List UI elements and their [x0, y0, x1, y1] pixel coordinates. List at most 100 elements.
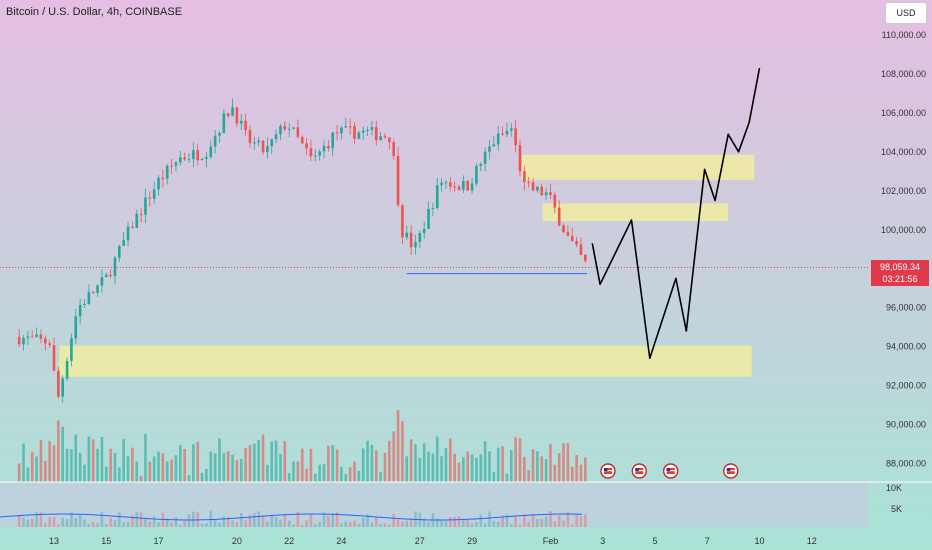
- candle-body-102: [462, 181, 465, 190]
- indicator-bar-99: [449, 517, 452, 527]
- volume-bar-89: [405, 456, 409, 482]
- indicator-bar-85: [388, 524, 391, 527]
- candle-body-111: [501, 133, 504, 135]
- volume-bar-8: [52, 445, 56, 482]
- y-tick-label-2: 92,000.00: [886, 381, 926, 391]
- candle-body-37: [178, 157, 182, 163]
- volume-bar-98: [444, 448, 448, 482]
- x-tick-label-2: 17: [154, 536, 164, 546]
- candle-body-69: [318, 151, 321, 156]
- candle-body-84: [383, 136, 387, 138]
- volume-bar-49: [231, 454, 234, 482]
- indicator-bar-38: [183, 520, 186, 527]
- volume-bar-78: [357, 470, 361, 482]
- volume-bar-3: [30, 451, 34, 482]
- candle-body-124: [557, 207, 561, 226]
- indicator-bar-76: [348, 522, 352, 527]
- candle-body-104: [470, 183, 474, 191]
- zone-2: [59, 345, 752, 377]
- volume-bar-1: [22, 443, 25, 482]
- candle-body-105: [475, 165, 478, 184]
- volume-bar-81: [370, 444, 374, 482]
- candle-body-10: [61, 378, 65, 397]
- candle-body-42: [200, 158, 204, 161]
- volume-bar-32: [157, 451, 160, 482]
- volume-bar-12: [70, 449, 73, 482]
- volume-bar-99: [449, 438, 452, 482]
- volume-bar-123: [553, 464, 557, 482]
- indicator-bar-125: [562, 520, 565, 527]
- indicator-bar-82: [374, 517, 378, 527]
- volume-bar-47: [222, 452, 226, 482]
- indicator-bar-115: [518, 524, 522, 527]
- candle-body-33: [161, 177, 165, 179]
- candle-body-12: [70, 338, 73, 361]
- volume-bar-80: [366, 440, 369, 482]
- candle-body-86: [392, 142, 395, 156]
- volume-bar-74: [340, 466, 343, 482]
- indicator-bar-13: [74, 517, 78, 527]
- volume-bar-95: [431, 453, 435, 482]
- zone-0: [521, 154, 755, 181]
- volume-bar-67: [309, 448, 313, 482]
- indicator-bar-89: [405, 520, 409, 527]
- volume-tick-label-1: 5K: [891, 504, 902, 514]
- candle-body-73: [335, 132, 339, 134]
- indicator-bar-127: [570, 524, 574, 527]
- indicator-bar-87: [396, 519, 400, 527]
- candle-body-27: [135, 213, 139, 228]
- indicator-bar-62: [287, 520, 291, 527]
- volume-bar-52: [244, 448, 247, 482]
- indicator-bar-58: [270, 516, 274, 527]
- indicator-bar-25: [126, 521, 130, 527]
- indicator-bar-36: [174, 517, 178, 527]
- volume-bar-90: [409, 439, 413, 482]
- indicator-bar-130: [584, 514, 587, 527]
- volume-bar-97: [440, 456, 443, 482]
- volume-bar-50: [235, 460, 239, 482]
- candle-body-25: [126, 226, 130, 241]
- indicator-bar-100: [453, 517, 456, 527]
- volume-bar-22: [113, 452, 117, 482]
- candle-body-7: [48, 343, 51, 346]
- volume-bar-21: [109, 448, 112, 482]
- volume-bar-112: [505, 473, 509, 482]
- indicator-bar-61: [283, 513, 287, 527]
- indicator-bar-11: [65, 519, 69, 527]
- candle-body-16: [87, 292, 91, 304]
- candle-body-108: [488, 146, 491, 152]
- volume-bar-58: [270, 441, 274, 482]
- indicator-bar-42: [200, 523, 204, 527]
- volume-bar-94: [427, 451, 430, 482]
- volume-bar-44: [209, 451, 213, 482]
- candle-body-47: [222, 113, 226, 133]
- indicator-bar-40: [192, 511, 195, 527]
- volume-bar-6: [43, 460, 47, 482]
- currency-button[interactable]: USD: [885, 2, 927, 24]
- x-tick-label-11: 7: [705, 536, 710, 546]
- candle-body-119: [536, 186, 539, 191]
- volume-bar-105: [475, 457, 478, 482]
- candle-body-68: [314, 155, 317, 157]
- volume-bar-83: [379, 472, 382, 482]
- candle-body-52: [244, 120, 247, 130]
- candle-body-74: [340, 127, 343, 134]
- y-tick-label-7: 102,000.00: [881, 186, 926, 196]
- volume-bar-110: [496, 447, 500, 482]
- event-flag-icon-2: [662, 463, 679, 479]
- indicator-bar-0: [17, 514, 21, 527]
- candle-body-46: [218, 132, 221, 136]
- volume-bar-65: [300, 448, 304, 482]
- candle-body-126: [566, 232, 570, 236]
- candle-body-51: [239, 120, 243, 124]
- volume-bar-120: [540, 456, 544, 482]
- indicator-bar-50: [235, 521, 239, 527]
- volume-bar-41: [196, 441, 200, 482]
- candle-body-83: [379, 136, 382, 140]
- volume-bar-111: [501, 446, 504, 482]
- candle-body-77: [353, 126, 356, 139]
- x-tick-label-1: 15: [101, 536, 111, 546]
- indicator-bar-54: [253, 513, 256, 527]
